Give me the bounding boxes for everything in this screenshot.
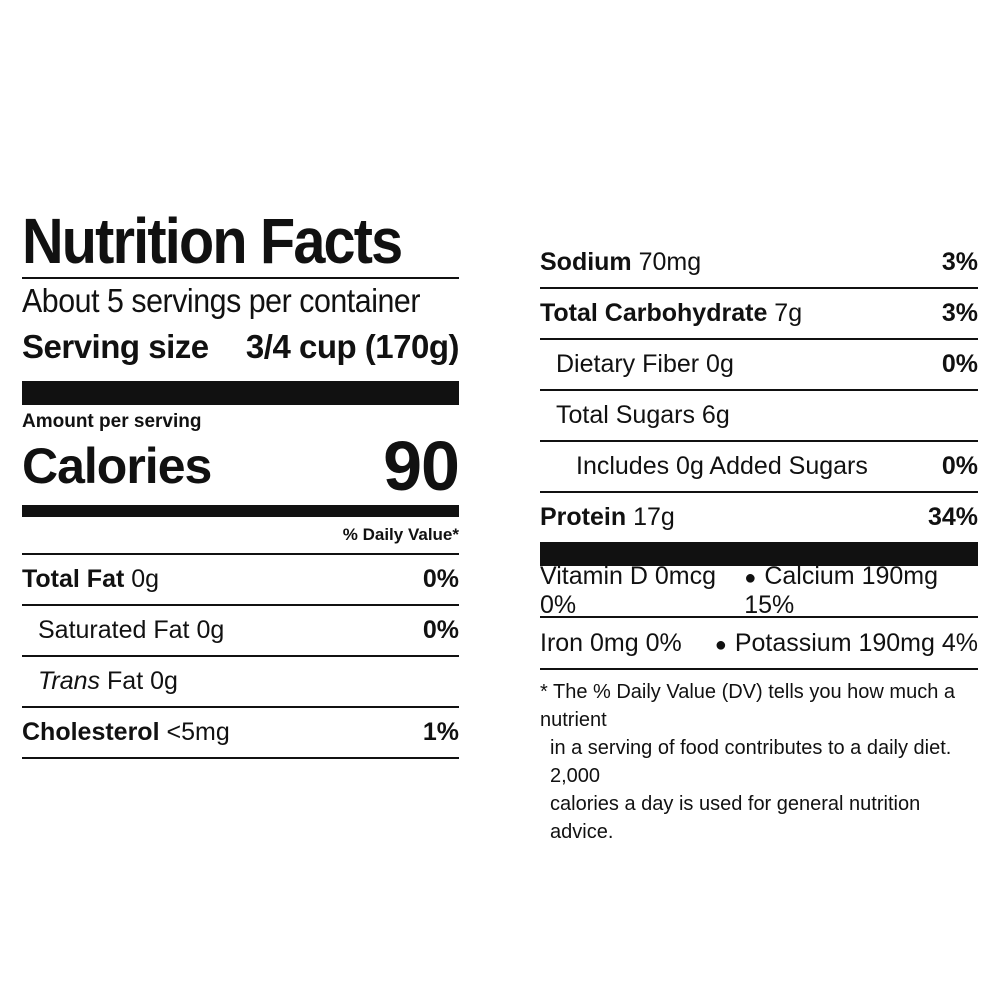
nutrition-facts-left-panel: Nutrition Facts About 5 servings per con… — [22, 205, 460, 759]
divider — [22, 553, 459, 555]
nutrient-row-total-sugars: Total Sugars 6g — [540, 391, 978, 442]
nutrient-name: Total Fat 0g — [22, 565, 160, 593]
nutrient-row-total-carbohydrate: Total Carbohydrate 7g 3% — [540, 289, 978, 340]
thick-divider — [22, 381, 459, 405]
nutrient-name: Trans Fat 0g — [38, 667, 178, 695]
daily-value-header: % Daily Value* — [342, 525, 459, 544]
nutrient-name: Sodium 70mg — [540, 248, 702, 276]
nutrient-row-saturated-fat: Saturated Fat 0g 0% — [22, 606, 459, 657]
nutrient-row-trans-fat: Trans Fat 0g — [22, 657, 459, 708]
footnote-line: in a serving of food contributes to a da… — [550, 737, 952, 787]
nutrient-name: Total Sugars 6g — [556, 401, 730, 429]
nutrition-facts-right-panel: Sodium 70mg 3% Total Carbohydrate 7g 3% … — [540, 238, 978, 846]
calories-value: 90 — [383, 427, 460, 505]
vitamin-right-wrap: ● Potassium 190mg 4% — [715, 629, 978, 658]
nutrient-row-cholesterol: Cholesterol <5mg 1% — [22, 708, 459, 759]
nutrient-name: Protein 17g — [540, 503, 675, 531]
divider — [22, 277, 459, 279]
nutrient-name: Saturated Fat 0g — [38, 616, 225, 644]
vitamin-row: Iron 0mg 0% ● Potassium 190mg 4% — [540, 618, 978, 670]
nutrient-row-total-fat: Total Fat 0g 0% — [22, 555, 459, 606]
footnote-line: calories a day is used for general nutri… — [550, 793, 921, 843]
amount-per-serving: Amount per serving — [22, 411, 202, 432]
vitamin-row: Vitamin D 0mcg 0% ● Calcium 190mg 15% — [540, 562, 978, 619]
serving-size-label: Serving size — [22, 328, 209, 365]
nutrient-dv: 34% — [927, 503, 978, 531]
nutrient-name: Includes 0g Added Sugars — [576, 452, 868, 480]
nutrient-row-protein: Protein 17g 34% — [540, 493, 978, 542]
servings-per-container: About 5 servings per container — [22, 282, 421, 319]
medium-divider — [22, 505, 459, 517]
nutrition-facts-title: Nutrition Facts — [22, 205, 403, 277]
nutrient-name: Total Carbohydrate 7g — [540, 299, 803, 327]
bullet-icon: ● — [714, 633, 727, 656]
nutrient-dv: 0% — [422, 616, 459, 644]
nutrient-dv: 0% — [941, 350, 978, 378]
nutrient-dv: 1% — [422, 718, 459, 746]
nutrient-dv: 0% — [941, 452, 978, 480]
vitamin-left: Vitamin D 0mcg 0% — [540, 562, 716, 619]
calories-label: Calories — [22, 438, 212, 494]
nutrient-name: Dietary Fiber 0g — [556, 350, 734, 378]
nutrient-dv: 3% — [941, 299, 978, 327]
thick-divider — [540, 542, 978, 566]
nutrient-row-dietary-fiber: Dietary Fiber 0g 0% — [540, 340, 978, 391]
nutrient-name: Cholesterol <5mg — [22, 718, 230, 746]
vitamin-right: Calcium 190mg 15% — [744, 562, 939, 619]
serving-size-value: 3/4 cup (170g) — [245, 328, 460, 365]
nutrient-row-added-sugars: Includes 0g Added Sugars 0% — [540, 442, 978, 493]
footnote-line: * The % Daily Value (DV) tells you how m… — [540, 681, 955, 731]
nutrient-dv: 0% — [422, 565, 459, 593]
nutrient-dv: 3% — [941, 248, 978, 276]
bullet-icon: ● — [744, 567, 757, 589]
footnote: * The % Daily Value (DV) tells you how m… — [540, 678, 978, 846]
vitamin-left: Iron 0mg 0% — [540, 628, 682, 657]
vitamin-right: Potassium 190mg 4% — [734, 628, 978, 657]
nutrient-row-sodium: Sodium 70mg 3% — [540, 238, 978, 289]
serving-size-row: Serving size 3/4 cup (170g) — [22, 323, 460, 371]
vitamin-right-wrap: ● Calcium 190mg 15% — [744, 562, 978, 620]
calories-row: Calories 90 — [22, 427, 460, 505]
